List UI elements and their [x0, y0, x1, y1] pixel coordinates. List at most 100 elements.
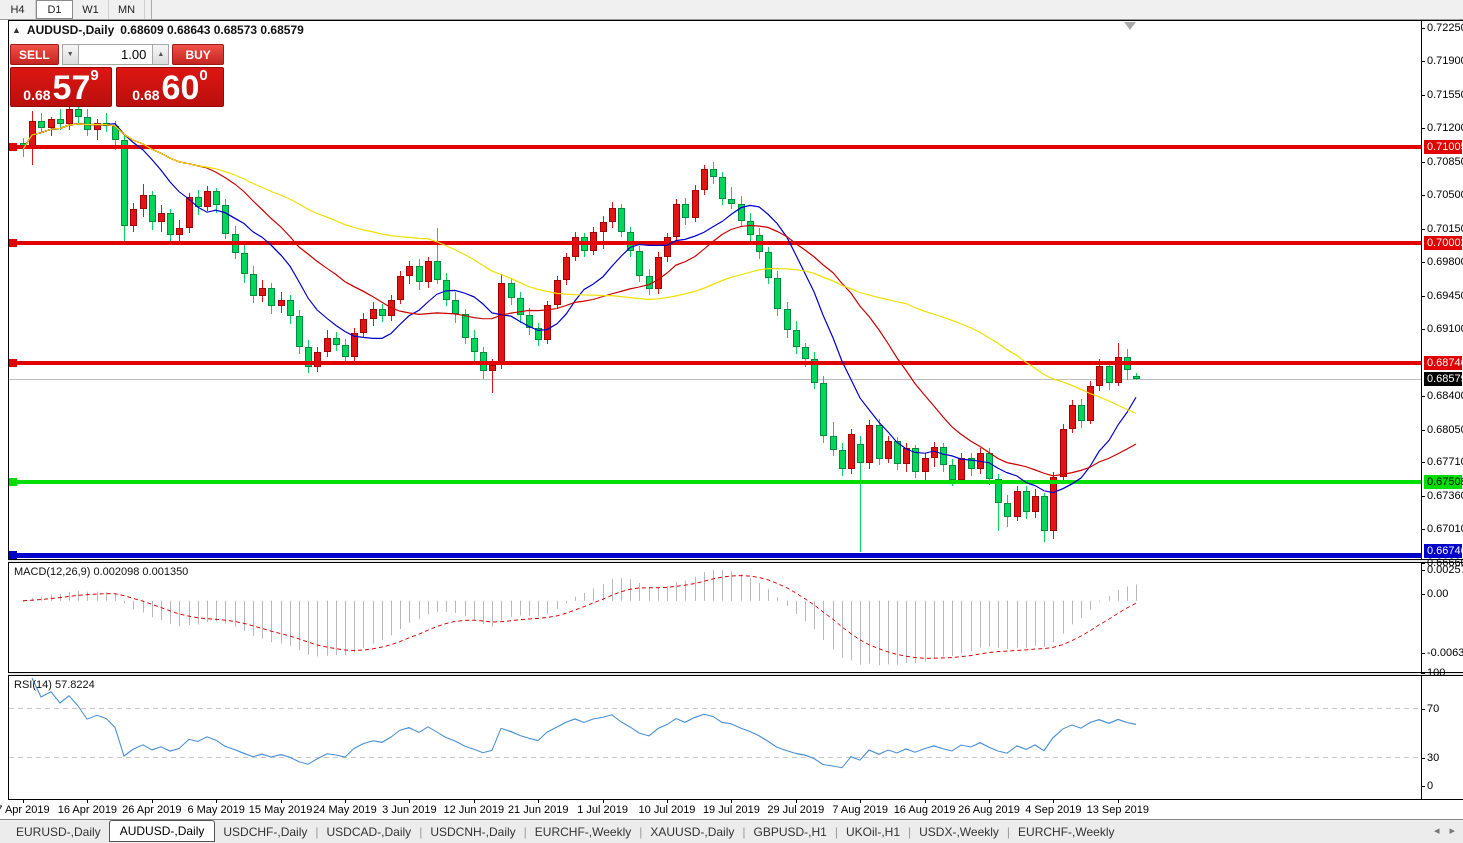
- axis-dash: [1421, 594, 1425, 595]
- axis-dash: [1421, 430, 1425, 431]
- date-tick: [795, 800, 797, 803]
- price-tick-label: 0.71900: [1427, 55, 1463, 67]
- tab-scroll-right-icon[interactable]: ▸: [1449, 825, 1455, 837]
- chart-ohlc-values: 0.68609 0.68643 0.68573 0.68579: [120, 23, 304, 37]
- chart-frame-axis-border: [1421, 20, 1422, 800]
- macd-label: MACD(12,26,9) 0.002098 0.001350: [14, 566, 188, 578]
- one-click-collapse-icon[interactable]: ▲: [12, 25, 21, 35]
- price-tick-label: 0.67010: [1427, 523, 1463, 535]
- axis-dash: [1421, 563, 1425, 564]
- scroll-to-end-marker-icon[interactable]: [1124, 22, 1136, 30]
- rsi-tick-label: 30: [1427, 752, 1440, 764]
- chart-tab-gbpusd-h1[interactable]: GBPUSD-,H1: [753, 824, 827, 839]
- axis-dash: [1421, 296, 1425, 297]
- price-badge: 0.68746: [1424, 356, 1463, 370]
- macd-tick-label: 0.002574: [1427, 564, 1463, 576]
- price-badge: 0.71005: [1424, 140, 1463, 154]
- price-tick-label: 0.66660: [1427, 557, 1463, 569]
- buy-price-point: 0: [199, 67, 208, 84]
- date-tick: [860, 800, 862, 803]
- chart-tab-ukoil-h1[interactable]: UKOil-,H1: [845, 824, 900, 839]
- axis-dash: [1421, 229, 1425, 230]
- timeframe-button-d1[interactable]: D1: [36, 0, 73, 19]
- date-tick: [216, 800, 218, 803]
- chart-symbol-label: AUDUSD-,Daily: [26, 23, 115, 37]
- sell-price-point: 9: [90, 67, 99, 84]
- tab-scroll-arrows: ◂ ▸: [1434, 824, 1455, 837]
- date-tick-label: 6 May 2019: [187, 804, 245, 816]
- tab-divider: |: [315, 824, 319, 839]
- tab-scroll-left-icon[interactable]: ◂: [1433, 825, 1440, 837]
- chart-tab-eurusd-daily[interactable]: EURUSD-,Daily: [16, 824, 101, 839]
- timeframe-button-mn[interactable]: MN: [109, 0, 145, 19]
- buy-button[interactable]: BUY: [172, 44, 225, 65]
- date-tick-label: 16 Apr 2019: [57, 804, 118, 816]
- tab-divider: |: [1006, 824, 1011, 839]
- chart-tab-eurchf-weekly[interactable]: EURCHF-,Weekly: [1018, 824, 1115, 839]
- date-axis[interactable]: 7 Apr 2019 16 Apr 2019 26 Apr 2019 6 May 20…: [0, 800, 1463, 819]
- macd-values: 0.002098 0.001350: [93, 566, 189, 578]
- price-badge: 0.67508: [1424, 475, 1463, 489]
- date-tick-label: 7 Aug 2019: [832, 804, 889, 816]
- volume-input[interactable]: 1.00: [78, 44, 153, 65]
- date-tick: [87, 800, 89, 803]
- date-tick: [23, 800, 24, 803]
- date-tick-label: 19 Jul 2019: [702, 804, 760, 816]
- tab-divider: |: [639, 824, 643, 839]
- rsi-tick-label: 100: [1427, 667, 1446, 679]
- date-tick-label: 13 Sep 2019: [1086, 804, 1149, 816]
- pane-splitter-macd[interactable]: [8, 559, 1463, 563]
- date-tick-label: 3 Jun 2019: [382, 804, 437, 816]
- sell-button[interactable]: SELL: [10, 44, 59, 65]
- date-tick-label: 10 Jul 2019: [638, 804, 696, 816]
- chevron-up-icon: ▲: [157, 51, 165, 58]
- axis-dash: [1421, 758, 1425, 759]
- chart-tab-eurchf-weekly[interactable]: EURCHF-,Weekly: [534, 824, 632, 839]
- timeframe-button-w1[interactable]: W1: [73, 0, 109, 19]
- date-tick-label: 24 May 2019: [313, 804, 377, 816]
- chart-tab-usdcnh-daily[interactable]: USDCNH-,Daily: [430, 824, 516, 839]
- date-tick-label: 12 Jun 2019: [443, 804, 505, 816]
- rsi-indicator-canvas[interactable]: [9, 676, 1421, 799]
- price-tick-label: 0.70150: [1427, 223, 1463, 235]
- price-axis[interactable]: 0.72250 0.71900 0.71550 0.71200 0.70850 0.705…: [1421, 20, 1463, 800]
- chart-tab-xauusd-daily[interactable]: XAUUSD-,Daily: [650, 824, 735, 839]
- axis-dash: [1421, 95, 1425, 96]
- date-tick: [151, 800, 153, 803]
- chart-tab-usdx-weekly[interactable]: USDX-,Weekly: [919, 824, 999, 839]
- price-chart-canvas[interactable]: [9, 21, 1421, 559]
- axis-dash: [1421, 570, 1425, 571]
- chart-tab-audusd-daily[interactable]: AUDUSD-,Daily: [108, 819, 216, 842]
- chart-tab-usdchf-daily[interactable]: USDCHF-,Daily: [223, 824, 308, 839]
- price-tick-label: 0.71200: [1427, 122, 1463, 134]
- rsi-label: RSI(14) 57.8224: [14, 679, 95, 691]
- date-tick: [731, 800, 733, 803]
- axis-dash: [1421, 462, 1425, 463]
- date-tick: [989, 800, 990, 803]
- pane-splitter-rsi[interactable]: [8, 672, 1463, 676]
- rsi-value: 57.8224: [54, 679, 95, 691]
- tab-divider: |: [742, 824, 746, 839]
- timeframe-button-h4[interactable]: H4: [0, 0, 36, 19]
- macd-indicator-canvas[interactable]: [9, 563, 1421, 672]
- axis-dash: [1421, 128, 1425, 129]
- axis-dash: [1421, 786, 1425, 787]
- chart-tab-usdcad-daily[interactable]: USDCAD-,Daily: [326, 824, 412, 839]
- macd-name: MACD(12,26,9): [14, 566, 91, 578]
- date-tick: [538, 800, 540, 803]
- chart-tab-bar: EURUSD-,Daily AUDUSD-,Daily USDCHF-,Daily |…: [0, 819, 1463, 843]
- price-badge: 0.70002: [1424, 236, 1463, 250]
- price-tick-label: 0.69800: [1427, 256, 1463, 268]
- axis-dash: [1421, 262, 1425, 263]
- volume-increase-button[interactable]: ▲: [152, 44, 170, 65]
- price-tick-label: 0.67710: [1427, 456, 1463, 468]
- buy-price-pips: 60: [161, 69, 200, 107]
- axis-dash: [1421, 396, 1425, 397]
- sell-price-button[interactable]: 0.68 57 9: [10, 67, 112, 107]
- axis-dash: [1421, 709, 1425, 710]
- axis-dash: [1421, 61, 1425, 62]
- volume-decrease-button[interactable]: ▼: [61, 44, 79, 65]
- buy-price-button[interactable]: 0.68 60 0: [116, 67, 224, 107]
- one-click-trade-panel: SELL ▼ 1.00 ▲ BUY 0.68 57 9 0.68 60 0: [10, 44, 225, 107]
